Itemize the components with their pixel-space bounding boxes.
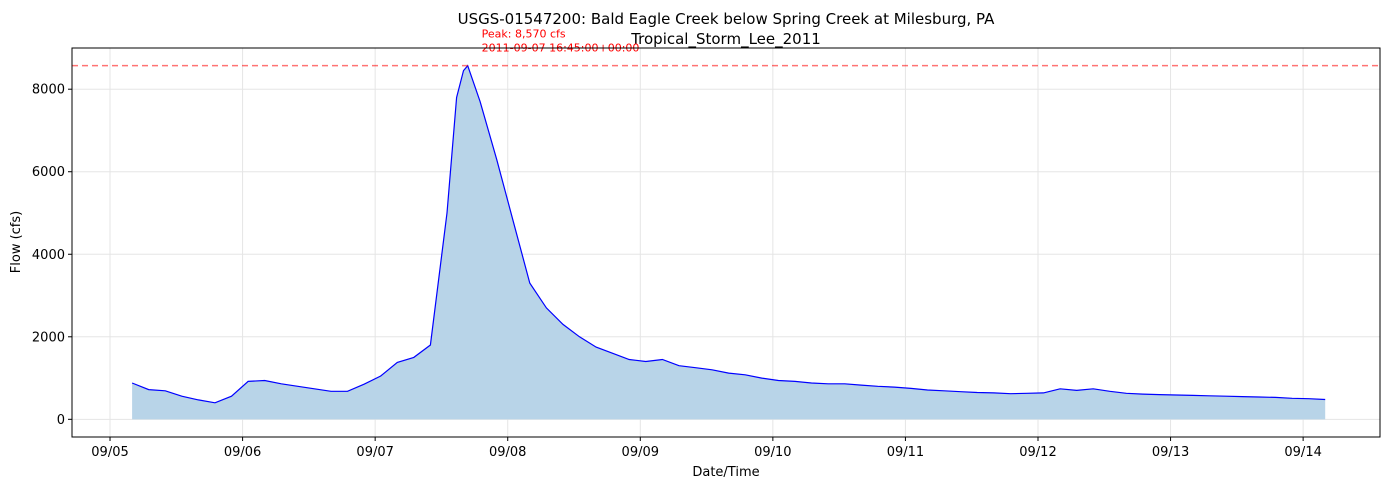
peak-annotation: Peak: 8,570 cfs bbox=[482, 28, 566, 41]
x-tick-label: 09/09 bbox=[622, 445, 659, 460]
y-axis-label: Flow (cfs) bbox=[9, 211, 24, 273]
x-tick-label: 09/14 bbox=[1284, 445, 1321, 460]
x-tick-label: 09/13 bbox=[1152, 445, 1189, 460]
chart-subtitle: Tropical_Storm_Lee_2011 bbox=[630, 30, 821, 49]
x-tick-label: 09/07 bbox=[356, 445, 393, 460]
x-tick-label: 09/12 bbox=[1019, 445, 1056, 460]
chart-title: USGS-01547200: Bald Eagle Creek below Sp… bbox=[458, 10, 996, 28]
y-tick-label: 4000 bbox=[32, 248, 65, 263]
y-tick-label: 0 bbox=[57, 413, 65, 428]
flow-line bbox=[131, 64, 1326, 404]
x-tick-label: 09/10 bbox=[754, 445, 791, 460]
flow-area bbox=[132, 65, 1326, 420]
x-tick-label: 09/06 bbox=[224, 445, 261, 460]
y-tick-label: 8000 bbox=[32, 83, 65, 98]
y-tick-label: 2000 bbox=[32, 330, 65, 345]
x-tick-label: 09/08 bbox=[489, 445, 526, 460]
plot-frame bbox=[71, 47, 1381, 438]
x-axis-label: Date/Time bbox=[692, 465, 759, 480]
y-tick-label: 6000 bbox=[32, 165, 65, 180]
x-tick-label: 09/05 bbox=[91, 445, 128, 460]
x-tick-label: 09/11 bbox=[887, 445, 924, 460]
